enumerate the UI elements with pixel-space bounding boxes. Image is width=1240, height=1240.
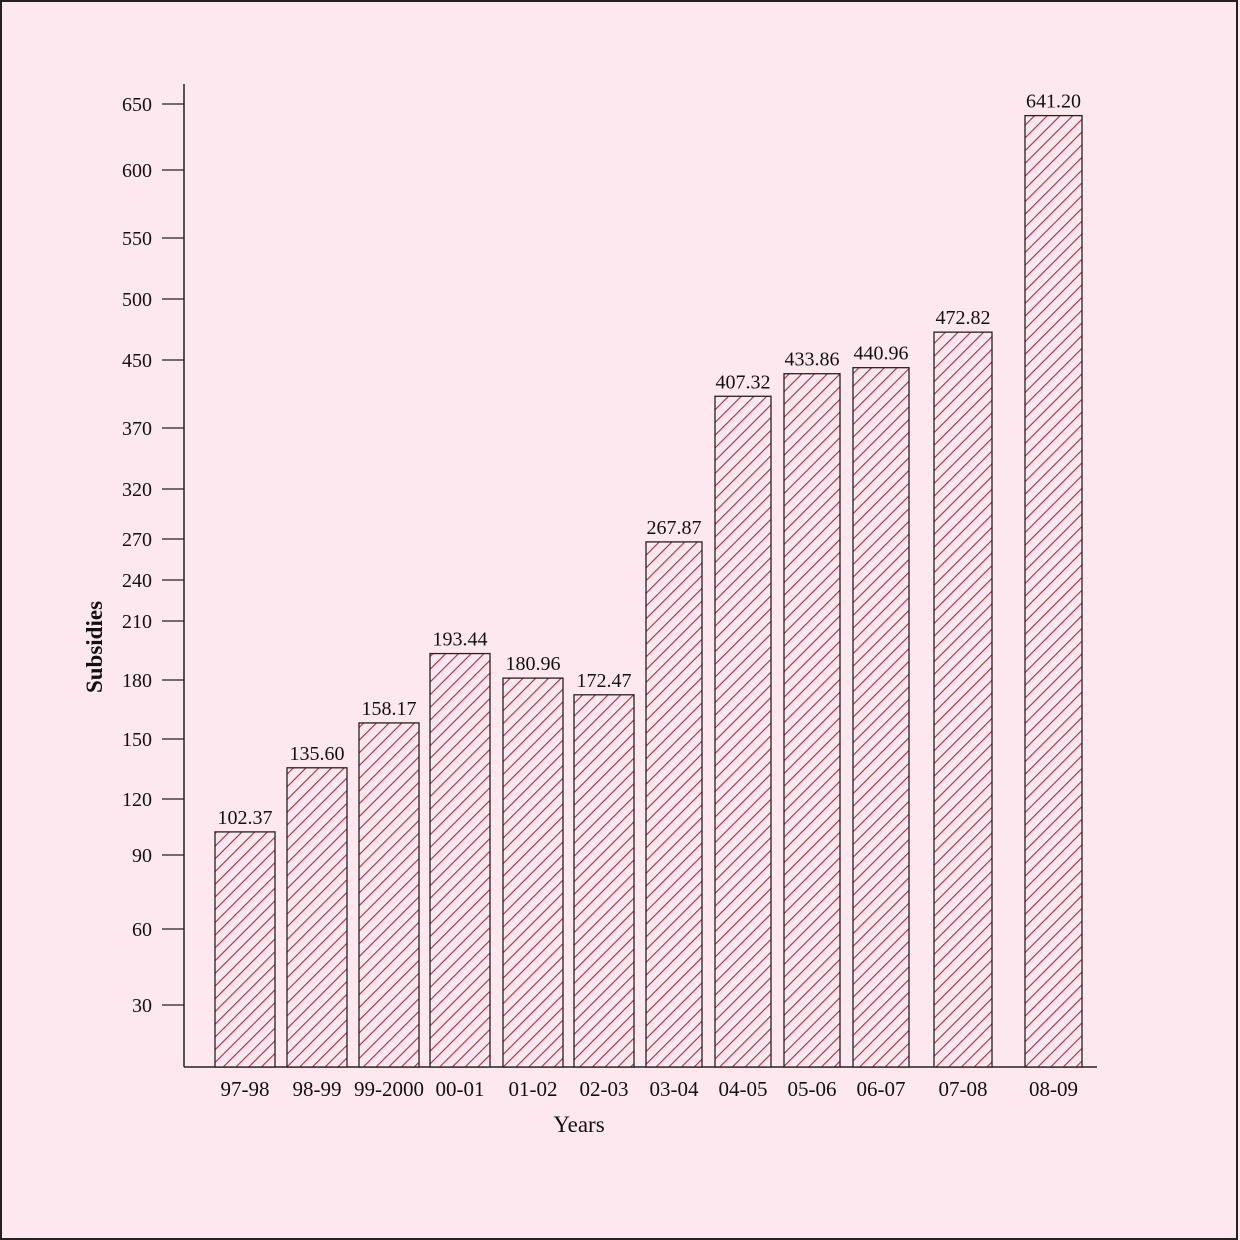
bar-03-04 bbox=[645, 541, 703, 1068]
value-label: 433.86 bbox=[785, 349, 840, 371]
value-label: 135.60 bbox=[290, 743, 345, 765]
bar-01-02 bbox=[502, 677, 564, 1068]
y-tick-label: 450 bbox=[122, 350, 152, 372]
x-tick-label: 04-05 bbox=[719, 1077, 768, 1101]
x-tick-label: 08-09 bbox=[1029, 1077, 1078, 1101]
bar-02-03 bbox=[573, 694, 635, 1068]
x-tick-label: 99-2000 bbox=[354, 1077, 424, 1101]
bar-05-06 bbox=[783, 373, 841, 1068]
bar-97-98 bbox=[214, 831, 276, 1068]
y-tick-label: 210 bbox=[122, 611, 152, 633]
x-tick-label: 05-06 bbox=[788, 1077, 837, 1101]
value-label: 641.20 bbox=[1026, 91, 1081, 113]
y-tick-label: 240 bbox=[122, 570, 152, 592]
value-label: 172.47 bbox=[577, 670, 632, 692]
x-tick-label: 02-03 bbox=[580, 1077, 629, 1101]
y-tick-label: 180 bbox=[122, 670, 152, 692]
y-axis-title: Subsidies bbox=[82, 601, 107, 693]
x-tick-label: 98-99 bbox=[293, 1077, 342, 1101]
x-tick-label: 00-01 bbox=[436, 1077, 485, 1101]
x-tick-label: 06-07 bbox=[857, 1077, 906, 1101]
y-tick-label: 320 bbox=[122, 479, 152, 501]
value-label: 102.37 bbox=[218, 807, 273, 829]
y-tick-label: 60 bbox=[132, 919, 152, 941]
value-label: 267.87 bbox=[647, 517, 702, 539]
value-label: 440.96 bbox=[854, 343, 909, 365]
x-tick-label: 07-08 bbox=[939, 1077, 988, 1101]
bar-07-08 bbox=[933, 331, 993, 1068]
y-tick-label: 120 bbox=[122, 789, 152, 811]
x-axis-title: Years bbox=[553, 1112, 604, 1137]
x-tick-label: 03-04 bbox=[650, 1077, 699, 1101]
value-label: 472.82 bbox=[936, 307, 991, 329]
value-label: 180.96 bbox=[506, 653, 561, 675]
x-tick-label: 97-98 bbox=[221, 1077, 270, 1101]
bar-04-05 bbox=[714, 395, 772, 1068]
bar-08-09 bbox=[1024, 114, 1083, 1068]
value-label: 193.44 bbox=[433, 629, 488, 651]
value-label: 158.17 bbox=[362, 698, 417, 720]
y-tick-label: 370 bbox=[122, 418, 152, 440]
bar-98-99 bbox=[286, 767, 348, 1068]
x-tick-label: 01-02 bbox=[509, 1077, 558, 1101]
y-tick-label: 650 bbox=[122, 94, 152, 116]
y-tick-label: 550 bbox=[122, 228, 152, 250]
bars bbox=[214, 114, 1083, 1068]
y-tick-label: 500 bbox=[122, 289, 152, 311]
y-tick-label: 150 bbox=[122, 729, 152, 751]
bar-06-07 bbox=[852, 367, 910, 1068]
axes: 30 60 90 120 150 180 210 240 270 320 370 450 500 550 6… bbox=[122, 84, 1097, 1068]
y-tick-label: 270 bbox=[122, 529, 152, 551]
labels: 102.37 97-98 135.60 98-99 158.17 99-2000 193.4… bbox=[218, 91, 1082, 1101]
value-label: 407.32 bbox=[716, 371, 771, 393]
y-tick-label: 30 bbox=[132, 995, 152, 1017]
bar-99-2000 bbox=[358, 722, 420, 1068]
y-tick-label: 600 bbox=[122, 160, 152, 182]
y-tick-label: 90 bbox=[132, 845, 152, 867]
bar-00-01 bbox=[429, 652, 491, 1068]
